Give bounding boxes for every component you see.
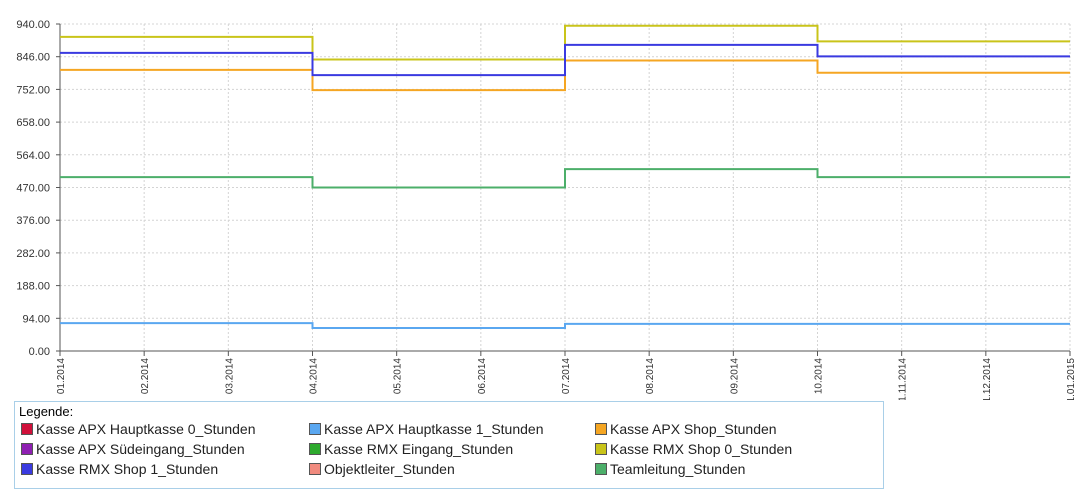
legend-swatch xyxy=(21,423,33,435)
legend-label: Kasse RMX Shop 0_Stunden xyxy=(610,441,793,457)
legend-swatch xyxy=(309,463,321,475)
y-tick-label: 752.00 xyxy=(16,84,50,96)
legend-label: Kasse APX Shop_Stunden xyxy=(610,421,777,437)
legend: Legende: Kasse APX Hauptkasse 0_Stunden K… xyxy=(14,401,884,489)
series-line xyxy=(60,43,1070,77)
x-tick-labels: 01.2014 02.2014 03.2014 04.2014 05.2014 06.20… xyxy=(56,358,1077,400)
series-line xyxy=(60,322,1070,330)
y-tick-label: 940.00 xyxy=(16,19,50,31)
x-tick-label: 06.2014 xyxy=(477,358,488,395)
y-tick-label: 470.00 xyxy=(16,183,50,195)
series-line xyxy=(60,168,1070,189)
y-tick-label: 188.00 xyxy=(16,281,50,293)
x-tick-label: 01.2014 xyxy=(56,358,67,395)
x-tick-label: 10.2014 xyxy=(814,358,825,395)
x-tick-label: Thu., 01.01.2015 xyxy=(1066,358,1077,400)
legend-swatch xyxy=(595,423,607,435)
x-tick-label: Mon., 01.12.2014 xyxy=(982,358,993,400)
x-tick-label: 07.2014 xyxy=(561,358,572,395)
x-tick-label: 08.2014 xyxy=(645,358,656,395)
legend-label: Kasse RMX Shop 1_Stunden xyxy=(36,461,219,477)
x-tick-label: 02.2014 xyxy=(140,358,151,395)
legend-item: Kasse APX Shop_Stunden xyxy=(595,421,777,437)
y-tick-label: 564.00 xyxy=(16,150,50,162)
y-tick-label: 658.00 xyxy=(16,117,50,129)
x-tick-label: 05.2014 xyxy=(393,358,404,395)
y-tick-label: 94.00 xyxy=(22,313,50,325)
y-tick-label: 0.00 xyxy=(29,346,50,358)
series-line xyxy=(60,24,1070,61)
y-tick-label: 846.00 xyxy=(16,52,50,64)
legend-swatch xyxy=(309,423,321,435)
legend-swatch xyxy=(595,443,607,455)
legend-item: Kasse RMX Shop 1_Stunden xyxy=(21,461,218,477)
legend-item: Kasse APX Südeingang_Stunden xyxy=(21,441,245,457)
x-tick-label: 03.2014 xyxy=(224,358,235,395)
y-tick-labels: 0.00 94.00 188.00 282.00 376.00 470.00 564.00 6… xyxy=(16,19,50,358)
x-tick-label: 09.2014 xyxy=(729,358,740,395)
legend-swatch xyxy=(309,443,321,455)
legend-label: Kasse APX Südeingang_Stunden xyxy=(36,441,245,457)
legend-swatch xyxy=(21,443,33,455)
legend-label: Kasse APX Hauptkasse 1_Stunden xyxy=(324,421,544,437)
legend-title: Legende: xyxy=(19,404,74,419)
legend-swatch xyxy=(595,463,607,475)
legend-swatch xyxy=(21,463,33,475)
legend-item: Kasse APX Hauptkasse 0_Stunden xyxy=(21,421,255,437)
legend-label: Objektleiter_Stunden xyxy=(324,461,455,477)
y-tick-label: 376.00 xyxy=(16,215,50,227)
legend-item: Objektleiter_Stunden xyxy=(309,461,455,477)
x-tick-label: Sat., 01.11.2014 xyxy=(898,358,909,400)
legend-label: Kasse RMX Eingang_Stunden xyxy=(324,441,514,457)
legend-label: Teamleitung_Stunden xyxy=(610,461,746,477)
legend-item: Teamleitung_Stunden xyxy=(595,461,745,477)
legend-label: Kasse APX Hauptkasse 0_Stunden xyxy=(36,421,256,437)
legend-item: Kasse RMX Eingang_Stunden xyxy=(309,441,513,457)
x-tick-label: 04.2014 xyxy=(309,358,320,395)
legend-item: Kasse RMX Shop 0_Stunden xyxy=(595,441,792,457)
y-tick-label: 282.00 xyxy=(16,248,50,260)
line-chart: 0.00 94.00 188.00 282.00 376.00 470.00 564.00 6… xyxy=(16,19,1077,400)
axes xyxy=(56,23,1071,356)
legend-item: Kasse APX Hauptkasse 1_Stunden xyxy=(309,421,543,437)
series-lines xyxy=(60,24,1070,330)
